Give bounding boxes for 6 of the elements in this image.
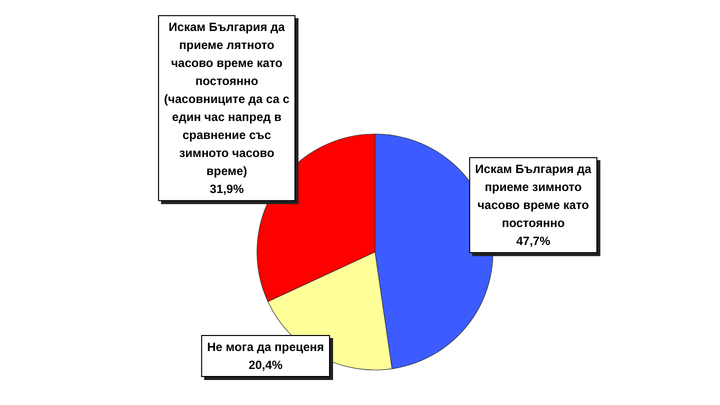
category-label: Искам България да приеме лятното часово време като постоянно (часовниците да са с един час напред в сравнение със зимното часово време) xyxy=(164,20,290,178)
data-label: 31,9% xyxy=(210,182,244,196)
slice-label: Искам България да приеме зимното часово време като постоянно xyxy=(475,162,592,230)
data-label: 47,7% xyxy=(516,234,551,248)
slice-label: Не мога да преценя xyxy=(207,340,324,354)
data-label: 20,4% xyxy=(248,358,283,372)
